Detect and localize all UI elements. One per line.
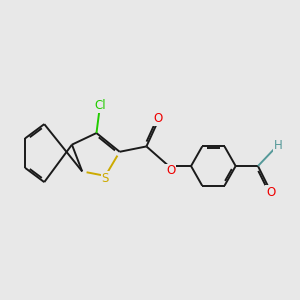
Text: O: O bbox=[153, 112, 163, 125]
Text: Cl: Cl bbox=[94, 99, 106, 112]
Text: S: S bbox=[102, 172, 109, 185]
Text: O: O bbox=[266, 186, 275, 199]
Text: O: O bbox=[166, 164, 175, 178]
Text: H: H bbox=[274, 139, 282, 152]
